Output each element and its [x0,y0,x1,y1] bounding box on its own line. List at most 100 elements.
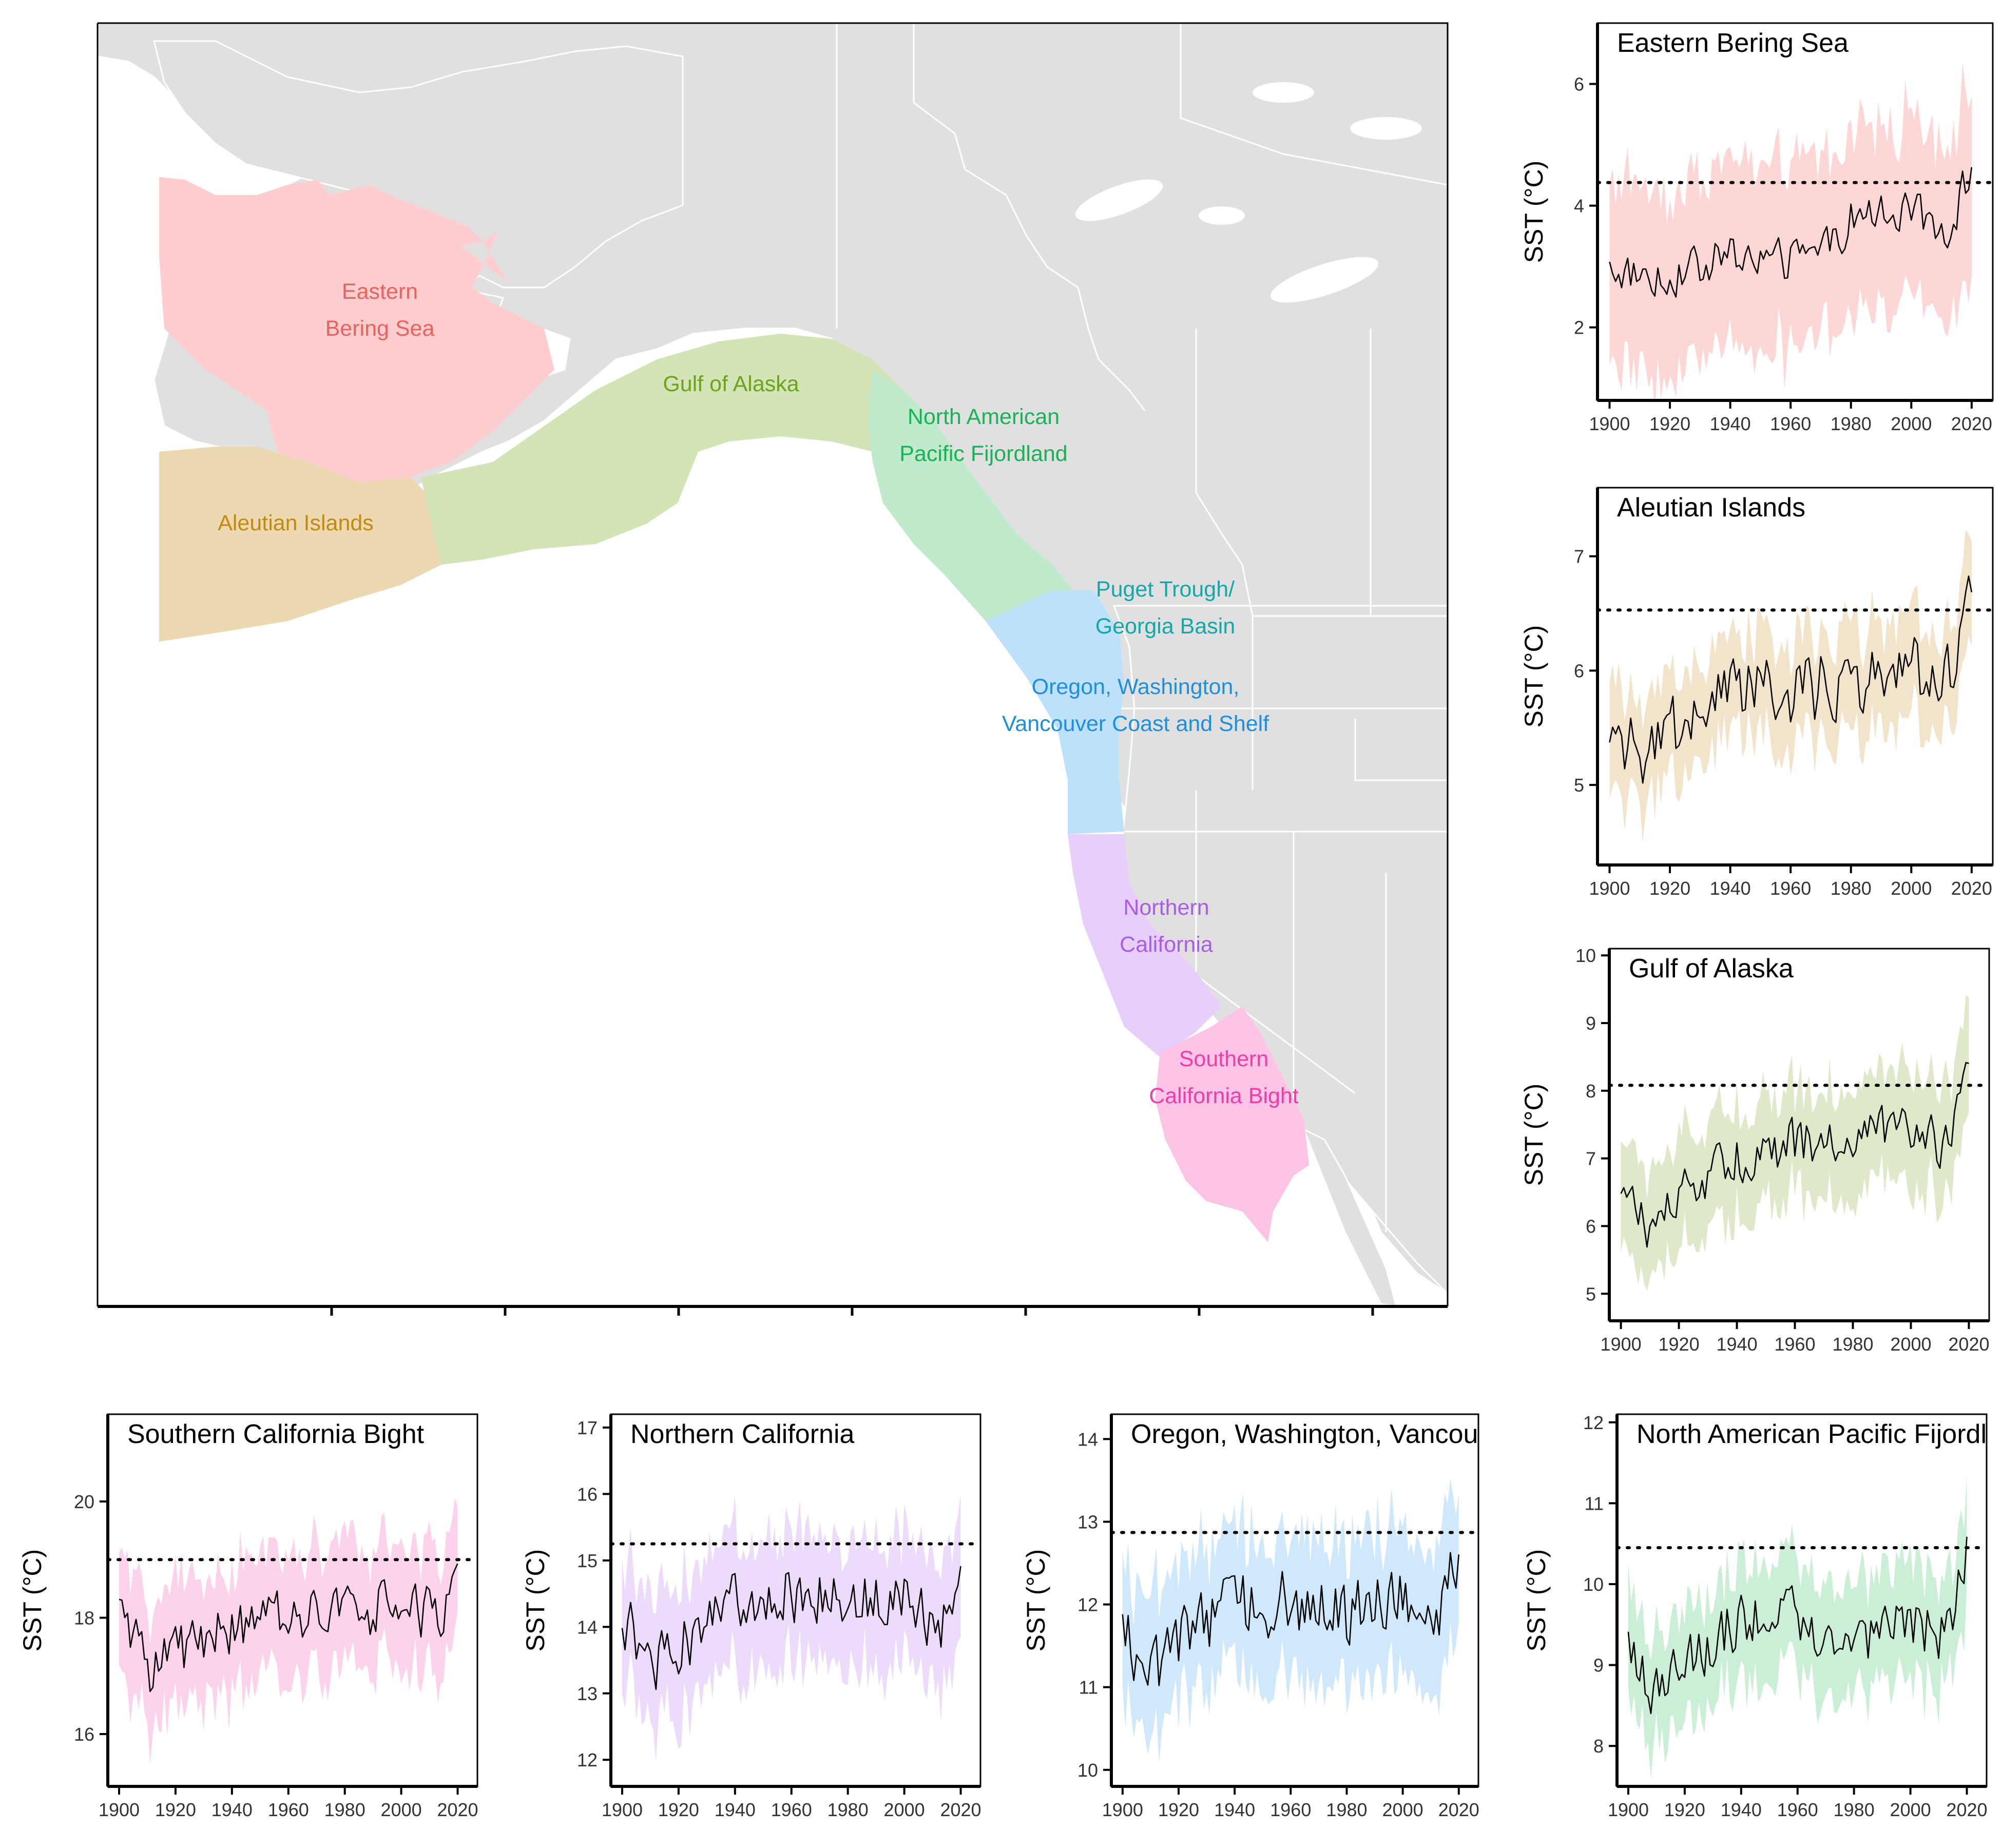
uncertainty-band [1621,995,1969,1291]
sst-series-line [621,1566,961,1690]
sst-series-line [119,1563,458,1692]
region-label-line: North American [908,405,1060,429]
x-tick-label: 2020 [1951,878,1992,899]
y-axis-title: SST (°C) [1022,1549,1050,1652]
y-tick-label: 12 [1077,1594,1098,1615]
y-tick-label: 10 [1575,945,1596,966]
region-labels: Eastern Bering Sea Gulf of Alaska North Ame… [218,279,1299,1108]
x-tick-label: 1940 [1710,878,1751,899]
x-tick-label: 1900 [99,1799,140,1820]
region-label-line: Southern [1179,1047,1269,1071]
region-label-line: Aleutian Islands [218,511,374,535]
y-axis-title: SST (°C) [521,1549,550,1652]
region-shape-owv [986,590,1124,834]
sst-series-line [1609,575,1973,784]
sst-series-line [1620,1062,1969,1248]
x-tick-label: 2020 [437,1799,478,1820]
map-area: Eastern Bering Sea Gulf of Alaska North Ame… [98,23,1448,1306]
region-label-line: Vancouver Coast and Shelf [1002,711,1269,736]
panel-goa: 1900 1920 1940 1960 1980 2000 2020 5 6 7 8 9 10 SST (… [1519,945,1990,1355]
x-tick-label: 2000 [1891,413,1932,434]
y-tick-label: 16 [577,1484,598,1505]
x-tick-label: 1960 [1770,878,1811,899]
x-tick-label: 2020 [1951,413,1992,434]
plot-area [1609,995,1989,1291]
x-tick-label: 1960 [771,1799,812,1820]
panel-nc: 1900 1920 1940 1960 1980 2000 2020 12 13 14 15 16 17… [521,1413,981,1820]
x-tick-label: 1900 [602,1799,643,1820]
y-tick-label: 20 [74,1491,94,1512]
x-tick-label: 1940 [715,1799,756,1820]
y-tick-label: 5 [1574,775,1584,796]
panel-title: Oregon, Washington, Vancouver Coast and … [1131,1419,1713,1449]
uncertainty-band [1609,62,1972,400]
region-shape-ai [159,447,441,642]
y-axis-title: SST (°C) [18,1549,47,1652]
x-tick-label: 2020 [1438,1799,1479,1820]
panel-ebs: 1900 1920 1940 1960 1980 2000 2020 2 4 6 SST (°C) E… [1519,22,1994,434]
x-tick-label: 2020 [940,1799,981,1820]
region-label-goa: Gulf of Alaska [663,372,799,396]
x-tick-label: 1940 [1721,1799,1762,1820]
region-label-ebs: Eastern Bering Sea [325,279,435,341]
x-tick-label: 1900 [1601,1334,1642,1355]
y-tick-label: 12 [577,1749,598,1770]
x-tick-label: 2020 [1948,1334,1989,1355]
x-tick-label: 2000 [1891,878,1932,899]
lakes [1075,82,1422,303]
x-tick-label: 1900 [1102,1799,1143,1820]
region-label-ptgb: Puget Trough/Georgia Basin [1095,577,1236,639]
region-label-line: Puget Trough/ [1096,577,1235,602]
map-ticks [330,1306,1374,1316]
plot-area [1597,62,1993,400]
y-tick-label: 13 [1077,1511,1098,1532]
x-tick-label: 2000 [1890,1334,1931,1355]
x-tick-label: 2000 [1382,1799,1423,1820]
region-shape-npf [868,370,1073,621]
y-tick-label: 15 [577,1550,598,1571]
x-tick-label: 1980 [1832,1334,1873,1355]
panel-ai: 1900 1920 1940 1960 1980 2000 2020 5 6 7 SST (°C) A… [1519,487,1994,899]
x-tick-label: 1940 [1214,1799,1255,1820]
y-tick-label: 9 [1593,1655,1604,1676]
x-tick-label: 1980 [1831,878,1872,899]
sst-series-line [1627,1536,1968,1715]
panel-title: North American Pacific Fijordland [1637,1419,2002,1449]
x-tick-label: 1900 [1608,1799,1649,1820]
x-tick-label: 1980 [827,1799,869,1820]
panel-title: Eastern Bering Sea [1617,28,1849,58]
uncertainty-band [1628,1475,1967,1779]
panel-title: Aleutian Islands [1617,493,1805,523]
x-tick-label: 1920 [1659,1334,1700,1355]
x-tick-label: 1920 [1158,1799,1199,1820]
plot-area [1111,1478,1478,1764]
x-tick-label: 1980 [1834,1799,1875,1820]
region-label-npf: North American Pacific Fijordland [899,405,1067,466]
x-tick-label: 1920 [658,1799,699,1820]
region-label-line: California [1120,932,1213,957]
y-tick-label: 14 [1077,1429,1098,1450]
region-label-owv: Oregon, Washington, Vancouver Coast and S… [1002,675,1269,736]
region-label-line: Gulf of Alaska [663,372,799,396]
y-axis-title: SST (°C) [1519,625,1548,728]
region-label-ai: Aleutian Islands [218,511,374,535]
uncertainty-band [1609,529,1972,843]
x-tick-label: 1940 [211,1799,253,1820]
y-tick-label: 10 [1077,1760,1098,1781]
y-tick-label: 2 [1574,317,1584,338]
plot-area [108,1498,477,1764]
panel-npf: 1900 1920 1940 1960 1980 2000 2020 8 9 10 11 12 SST … [1522,1412,2002,1820]
region-shape-ebs [159,177,554,488]
y-tick-label: 6 [1586,1216,1596,1237]
region-label-line: Oregon, Washington, [1032,675,1240,699]
y-tick-label: 16 [74,1724,94,1745]
x-tick-label: 2000 [884,1799,925,1820]
ocean-regions [159,177,1309,1242]
y-tick-label: 14 [577,1616,598,1638]
region-label-line: Eastern [342,279,418,304]
x-tick-label: 1960 [1770,413,1811,434]
plot-area [611,1493,980,1762]
map-frame [98,22,1449,1306]
x-tick-label: 1960 [1777,1799,1818,1820]
political-borders [836,23,1448,1232]
